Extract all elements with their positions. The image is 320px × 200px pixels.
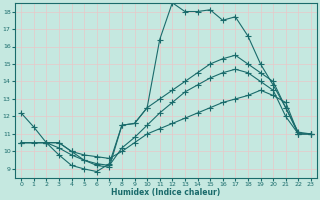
X-axis label: Humidex (Indice chaleur): Humidex (Indice chaleur): [111, 188, 221, 197]
